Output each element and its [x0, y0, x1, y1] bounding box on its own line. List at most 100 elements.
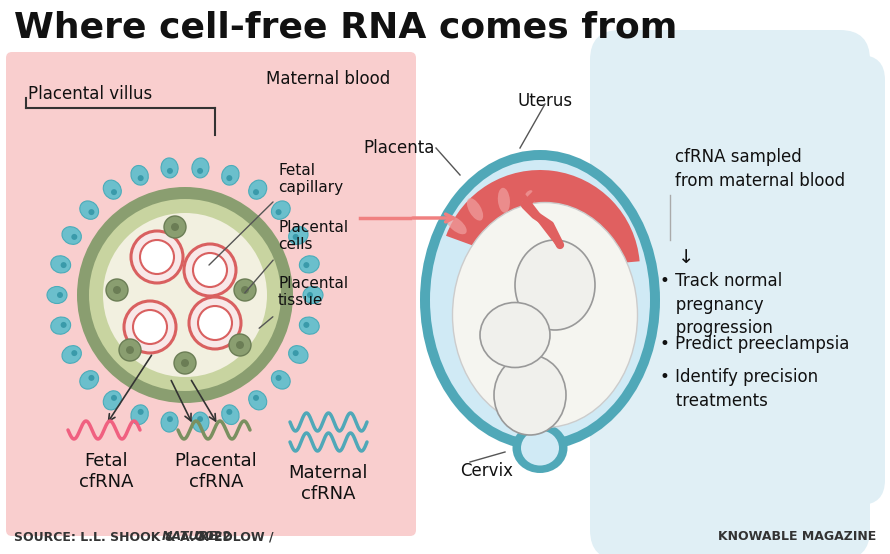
- Circle shape: [181, 359, 189, 367]
- Wedge shape: [446, 170, 640, 270]
- Ellipse shape: [248, 180, 267, 199]
- Circle shape: [293, 234, 299, 240]
- Ellipse shape: [192, 412, 209, 432]
- Ellipse shape: [51, 317, 70, 334]
- Ellipse shape: [161, 158, 178, 178]
- Circle shape: [198, 306, 232, 340]
- Circle shape: [61, 262, 67, 268]
- Circle shape: [103, 213, 267, 377]
- Ellipse shape: [303, 286, 323, 304]
- Circle shape: [89, 199, 281, 391]
- Ellipse shape: [161, 412, 178, 432]
- Circle shape: [57, 292, 63, 298]
- Circle shape: [303, 322, 310, 328]
- Text: Fetal
capillary: Fetal capillary: [278, 163, 344, 195]
- Circle shape: [193, 253, 227, 287]
- Text: cfRNA sampled
from maternal blood: cfRNA sampled from maternal blood: [675, 148, 846, 190]
- Circle shape: [71, 350, 77, 356]
- Circle shape: [111, 395, 117, 401]
- Text: Fetal
cfRNA: Fetal cfRNA: [78, 452, 134, 491]
- Text: • Identify precision
   treatments: • Identify precision treatments: [660, 368, 818, 409]
- Text: Uterus: Uterus: [517, 92, 572, 110]
- Ellipse shape: [288, 346, 308, 363]
- Circle shape: [71, 234, 77, 240]
- Circle shape: [133, 310, 167, 344]
- Text: Cervix: Cervix: [460, 462, 513, 480]
- Circle shape: [88, 209, 94, 215]
- Ellipse shape: [288, 227, 308, 244]
- Text: 2022: 2022: [192, 530, 231, 543]
- Text: Placental
cells: Placental cells: [278, 219, 348, 252]
- Ellipse shape: [47, 286, 67, 304]
- Ellipse shape: [271, 201, 290, 219]
- Ellipse shape: [420, 150, 660, 450]
- Circle shape: [138, 409, 143, 415]
- FancyBboxPatch shape: [590, 30, 870, 554]
- Ellipse shape: [498, 188, 510, 213]
- Ellipse shape: [513, 423, 568, 473]
- Circle shape: [174, 352, 196, 374]
- Circle shape: [303, 262, 310, 268]
- Ellipse shape: [430, 160, 650, 440]
- Text: Placental
cfRNA: Placental cfRNA: [174, 452, 257, 491]
- Text: Where cell-free RNA comes from: Where cell-free RNA comes from: [14, 10, 677, 44]
- FancyArrowPatch shape: [512, 182, 558, 243]
- Circle shape: [111, 189, 117, 195]
- Text: Placenta: Placenta: [364, 139, 435, 157]
- Ellipse shape: [271, 371, 290, 389]
- Circle shape: [113, 286, 121, 294]
- Ellipse shape: [446, 216, 466, 234]
- Text: Placental
tissue: Placental tissue: [278, 275, 348, 308]
- Ellipse shape: [103, 180, 121, 199]
- Circle shape: [226, 175, 232, 181]
- Circle shape: [124, 301, 176, 353]
- Circle shape: [276, 209, 281, 215]
- Text: • Predict preeclampsia: • Predict preeclampsia: [660, 335, 849, 353]
- Ellipse shape: [80, 201, 99, 219]
- Circle shape: [293, 350, 299, 356]
- Circle shape: [241, 286, 249, 294]
- Ellipse shape: [521, 430, 559, 465]
- Circle shape: [307, 292, 313, 298]
- Circle shape: [236, 341, 244, 349]
- Circle shape: [184, 244, 236, 296]
- Circle shape: [189, 297, 241, 349]
- Circle shape: [131, 231, 183, 283]
- Ellipse shape: [522, 190, 535, 214]
- Text: ↓: ↓: [678, 248, 694, 267]
- FancyBboxPatch shape: [6, 52, 416, 536]
- Ellipse shape: [480, 302, 550, 367]
- FancyBboxPatch shape: [705, 55, 885, 505]
- Ellipse shape: [131, 405, 149, 424]
- Ellipse shape: [515, 240, 595, 330]
- Ellipse shape: [103, 391, 121, 410]
- Ellipse shape: [546, 206, 564, 227]
- Circle shape: [171, 223, 179, 231]
- Circle shape: [234, 279, 256, 301]
- Ellipse shape: [192, 158, 209, 178]
- Circle shape: [106, 279, 128, 301]
- Ellipse shape: [560, 227, 582, 243]
- Ellipse shape: [62, 227, 81, 244]
- Ellipse shape: [131, 166, 149, 185]
- Circle shape: [197, 416, 203, 422]
- Ellipse shape: [51, 256, 70, 273]
- Text: Placental villus: Placental villus: [28, 85, 152, 103]
- Circle shape: [126, 346, 134, 354]
- Circle shape: [140, 240, 174, 274]
- Circle shape: [253, 395, 259, 401]
- Text: Maternal
cfRNA: Maternal cfRNA: [288, 464, 368, 503]
- Circle shape: [164, 216, 186, 238]
- Ellipse shape: [299, 317, 320, 334]
- Circle shape: [226, 409, 232, 415]
- Circle shape: [88, 375, 94, 381]
- Circle shape: [253, 189, 259, 195]
- Circle shape: [229, 334, 251, 356]
- Circle shape: [167, 168, 173, 174]
- Circle shape: [61, 322, 67, 328]
- Ellipse shape: [222, 405, 239, 424]
- Ellipse shape: [299, 256, 320, 273]
- Ellipse shape: [248, 391, 267, 410]
- Ellipse shape: [80, 371, 99, 389]
- Circle shape: [167, 416, 173, 422]
